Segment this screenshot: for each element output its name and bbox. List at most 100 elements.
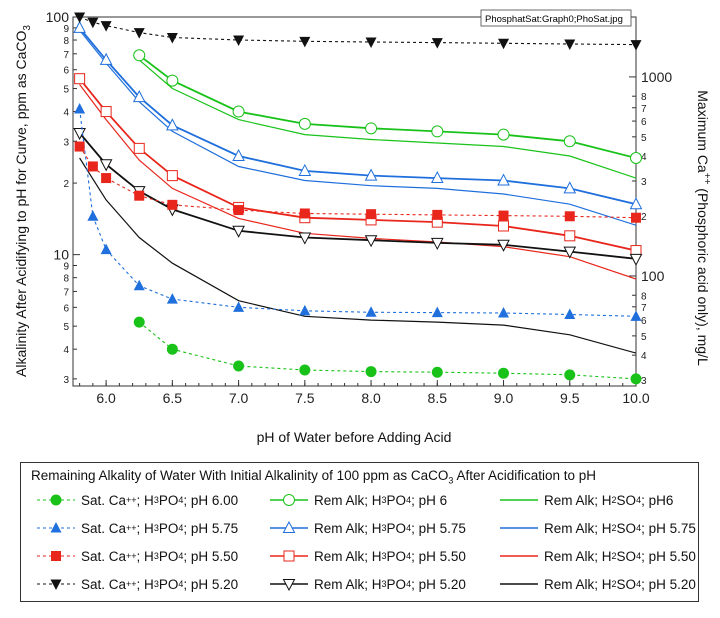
left-tick-label: 3 (63, 375, 69, 386)
marker-triangle-up (365, 306, 377, 317)
left-tick-label: 8 (63, 36, 69, 47)
right-axis-title-a: Maximum Ca (695, 90, 711, 173)
marker-triangle-up (133, 279, 145, 291)
x-tick-label: 7.0 (229, 390, 249, 406)
legend-swatch (270, 494, 308, 506)
legend-text-d: ; pH 5.75 (183, 520, 239, 536)
legend-entry: Rem Alk; H 3 PO 4; pH 5.75 (268, 517, 466, 539)
marker-square (631, 212, 641, 223)
marker-triangle-up-open (629, 197, 643, 210)
marker-triangle-down-open (629, 253, 643, 266)
marker-triangle-down (431, 38, 443, 49)
right-tick-label: 8 (641, 92, 647, 103)
marker-triangle-up-open (99, 52, 113, 65)
legend-text-a: Rem Alk (544, 576, 595, 592)
legend-text-c: SO (616, 548, 637, 564)
legend-text-c: PO (386, 576, 407, 592)
legend-text-s1: 2 (611, 523, 617, 533)
right-axis-title: Maximum Ca++ (Phosphoric acid only), mg/… (695, 90, 712, 366)
series-11 (79, 157, 637, 354)
legend-text-c: PO (386, 520, 407, 536)
legend-text-d: ; pH 6.00 (183, 492, 239, 508)
marker-triangle-down-open (364, 235, 378, 248)
legend-entry: Rem Alk; H 2 SO 4; pH6 (498, 489, 673, 511)
legend-swatch (500, 527, 538, 529)
legend-text-s2: 4 (406, 579, 412, 589)
marker-square-open (133, 142, 145, 154)
series-line (78, 27, 637, 206)
left-tick-label: 9 (63, 24, 69, 35)
marker-triangle-down (233, 35, 245, 47)
series-line (78, 132, 637, 260)
legend-text-b: ; H (136, 548, 154, 564)
graph-tag-box (480, 9, 632, 27)
series-line (79, 108, 637, 317)
marker-triangle-down-open (99, 159, 113, 172)
left-tick-label: 9 (63, 262, 69, 273)
legend-entry: Rem Alk; H 2 SO 4; pH 5.75 (498, 517, 696, 539)
marker-circle-open (563, 135, 576, 148)
marker-triangle-down (74, 12, 86, 23)
marker-triangle-down (50, 579, 62, 590)
marker-triangle-down-open (232, 225, 245, 238)
legend-text-s1: 3 (153, 579, 159, 589)
marker-triangle-down (87, 17, 99, 29)
series-line (78, 78, 637, 252)
right-tick-label: 2 (641, 212, 647, 223)
marker-triangle-down (299, 36, 311, 48)
right-tick-label: 1000 (641, 69, 672, 85)
legend-text-s1: 2 (611, 495, 617, 505)
legend-text-c: PO (158, 576, 179, 592)
legend-text-s1: 3 (153, 495, 159, 505)
legend: Remaining Alkality of Water With Initial… (20, 462, 699, 602)
marker-square (233, 205, 244, 216)
marker-square-open (564, 230, 576, 242)
series-4 (133, 49, 642, 165)
x-tick-label: 10.0 (622, 390, 649, 406)
marker-triangle-down-open (282, 579, 296, 591)
right-tick-label: 6 (641, 117, 647, 128)
x-axis-title: pH of Water before Adding Acid (257, 429, 452, 445)
legend-entry: Sat. Ca ++; H 3 PO 4; pH 5.75 (35, 517, 238, 539)
x-tick-label: 8.5 (428, 390, 448, 406)
marker-triangle-down (100, 21, 112, 32)
marker-square (74, 141, 85, 152)
marker-triangle-up (100, 243, 112, 255)
marker-triangle-down (498, 38, 510, 50)
series-1 (74, 103, 642, 321)
legend-text-b: ; H (364, 492, 382, 508)
right-tick-label: 100 (641, 268, 665, 284)
legend-entry: Sat. Ca ++; H 3 PO 4; pH 5.50 (35, 545, 238, 567)
right-tick-label: 4 (641, 351, 647, 362)
right-tick-label: 7 (641, 104, 647, 115)
legend-text-s1: 3 (153, 551, 159, 561)
marker-triangle-down (133, 28, 145, 39)
x-tick-label: 9.0 (494, 390, 514, 406)
right-axis-title-b: (Phosphoric acid only), mg/L (695, 184, 711, 366)
legend-entry: Rem Alk; H 3 PO 4; pH 6 (268, 489, 447, 511)
marker-triangle-up-open (298, 163, 312, 176)
legend-text-d: ; pH 6 (411, 492, 448, 508)
legend-text-c: PO (386, 492, 407, 508)
legend-text-b: ; H (594, 520, 612, 536)
marker-triangle-up (87, 210, 99, 221)
legend-text-b: ; H (594, 576, 612, 592)
left-axis-title-b: ppm as CaCO (13, 30, 29, 119)
legend-title-post: After Acidification to pH (453, 468, 597, 483)
legend-text-a: Rem Alk (544, 492, 595, 508)
right-tick-label: 3 (641, 177, 647, 188)
marker-square (432, 209, 443, 220)
right-tick-label: 3 (641, 376, 647, 387)
legend-text-s2: 4 (178, 523, 184, 533)
marker-circle (498, 367, 510, 379)
marker-circle (233, 360, 245, 372)
series-line (79, 157, 637, 354)
marker-triangle-up-open (132, 90, 146, 103)
legend-text-d: ; pH 5.50 (411, 548, 466, 564)
left-tick-label: 10 (53, 247, 69, 263)
series-line (79, 29, 637, 226)
x-tick-label: 6.5 (163, 390, 183, 406)
series-8 (138, 59, 637, 179)
legend-text-s2: 4 (636, 551, 642, 561)
left-tick-label: 3 (63, 137, 69, 148)
